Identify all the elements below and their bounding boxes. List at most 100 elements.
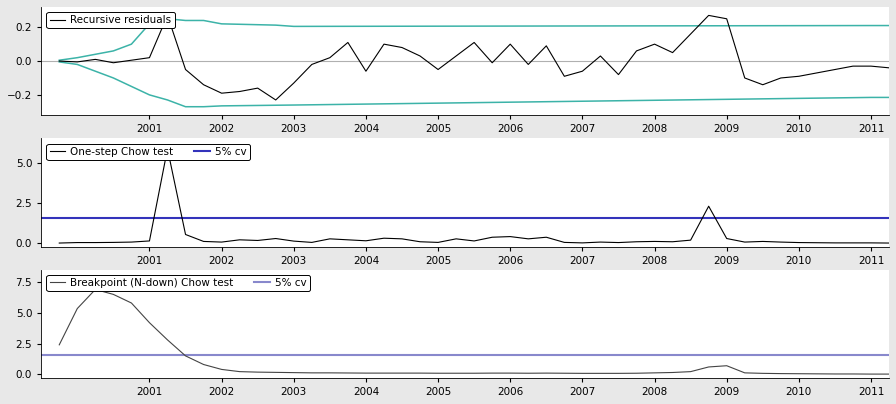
One-step Chow test (830, 240, 840, 245)
One-step Chow test (739, 240, 750, 244)
Recursive residuals (306, 62, 317, 67)
Breakpoint (N-down) Chow test (415, 371, 426, 376)
Recursive residuals (90, 57, 100, 62)
Breakpoint (N-down) Chow test (433, 371, 444, 376)
Breakpoint (N-down) Chow test (180, 354, 191, 358)
Breakpoint (N-down) Chow test (577, 371, 588, 376)
Breakpoint (N-down) Chow test (559, 371, 570, 376)
Recursive residuals (379, 42, 390, 46)
Recursive residuals (397, 45, 408, 50)
One-step Chow test (198, 239, 209, 244)
One-step Chow test (54, 241, 65, 246)
One-step Chow test (216, 240, 227, 244)
One-step Chow test (794, 240, 805, 245)
One-step Chow test (866, 240, 876, 245)
Recursive residuals (812, 70, 823, 75)
Recursive residuals (360, 69, 371, 74)
One-step Chow test (541, 235, 552, 240)
Recursive residuals (703, 13, 714, 18)
Recursive residuals (451, 54, 461, 59)
Breakpoint (N-down) Chow test (504, 371, 515, 376)
Breakpoint (N-down) Chow test (451, 371, 461, 376)
Line: Breakpoint (N-down) Chow test: Breakpoint (N-down) Chow test (59, 290, 889, 374)
One-step Chow test (721, 236, 732, 241)
Recursive residuals (739, 76, 750, 80)
One-step Chow test (180, 232, 191, 237)
Recursive residuals (433, 67, 444, 72)
Breakpoint (N-down) Chow test (721, 363, 732, 368)
One-step Chow test (504, 234, 515, 239)
One-step Chow test (126, 240, 137, 244)
Recursive residuals (180, 67, 191, 72)
One-step Chow test (306, 240, 317, 245)
One-step Chow test (487, 235, 497, 240)
Breakpoint (N-down) Chow test (126, 301, 137, 305)
Breakpoint (N-down) Chow test (162, 337, 173, 342)
Recursive residuals (721, 16, 732, 21)
Recursive residuals (631, 48, 642, 53)
Breakpoint (N-down) Chow test (613, 371, 624, 376)
Recursive residuals (415, 54, 426, 59)
Recursive residuals (848, 64, 858, 69)
Breakpoint (N-down) Chow test (54, 343, 65, 347)
Breakpoint (N-down) Chow test (739, 370, 750, 375)
One-step Chow test (757, 239, 768, 244)
Breakpoint (N-down) Chow test (830, 372, 840, 377)
Breakpoint (N-down) Chow test (253, 370, 263, 375)
Breakpoint (N-down) Chow test (379, 371, 390, 376)
One-step Chow test (342, 238, 353, 242)
Recursive residuals (559, 74, 570, 79)
Recursive residuals (866, 64, 876, 69)
Line: One-step Chow test: One-step Chow test (59, 149, 889, 243)
One-step Chow test (433, 240, 444, 245)
Recursive residuals (126, 58, 137, 63)
Breakpoint (N-down) Chow test (685, 369, 696, 374)
One-step Chow test (650, 239, 660, 244)
Breakpoint (N-down) Chow test (90, 287, 100, 292)
Breakpoint (N-down) Chow test (397, 371, 408, 376)
Breakpoint (N-down) Chow test (703, 364, 714, 369)
Recursive residuals (469, 40, 479, 45)
One-step Chow test (72, 240, 82, 245)
One-step Chow test (162, 146, 173, 151)
Breakpoint (N-down) Chow test (324, 370, 335, 375)
Breakpoint (N-down) Chow test (360, 371, 371, 376)
Breakpoint (N-down) Chow test (866, 372, 876, 377)
One-step Chow test (253, 238, 263, 243)
One-step Chow test (559, 240, 570, 245)
Legend: Breakpoint (N-down) Chow test, 5% cv: Breakpoint (N-down) Chow test, 5% cv (47, 275, 310, 291)
Breakpoint (N-down) Chow test (234, 369, 245, 374)
Recursive residuals (271, 97, 281, 102)
Recursive residuals (234, 89, 245, 94)
Breakpoint (N-down) Chow test (650, 370, 660, 375)
One-step Chow test (703, 204, 714, 208)
Breakpoint (N-down) Chow test (216, 367, 227, 372)
Recursive residuals (668, 50, 678, 55)
Breakpoint (N-down) Chow test (541, 371, 552, 376)
Breakpoint (N-down) Chow test (306, 370, 317, 375)
Breakpoint (N-down) Chow test (469, 371, 479, 376)
Recursive residuals (253, 86, 263, 90)
Recursive residuals (342, 40, 353, 45)
One-step Chow test (415, 239, 426, 244)
Recursive residuals (162, 13, 173, 18)
Recursive residuals (523, 62, 534, 67)
Breakpoint (N-down) Chow test (794, 371, 805, 376)
One-step Chow test (577, 240, 588, 245)
Recursive residuals (650, 42, 660, 46)
One-step Chow test (595, 240, 606, 244)
Breakpoint (N-down) Chow test (523, 371, 534, 376)
Recursive residuals (54, 59, 65, 63)
Breakpoint (N-down) Chow test (668, 370, 678, 375)
Breakpoint (N-down) Chow test (812, 371, 823, 376)
Breakpoint (N-down) Chow test (775, 371, 786, 376)
One-step Chow test (469, 238, 479, 243)
One-step Chow test (685, 238, 696, 242)
One-step Chow test (668, 239, 678, 244)
Breakpoint (N-down) Chow test (271, 370, 281, 375)
One-step Chow test (451, 236, 461, 241)
Legend: Recursive residuals: Recursive residuals (47, 12, 175, 28)
Breakpoint (N-down) Chow test (848, 372, 858, 377)
One-step Chow test (234, 238, 245, 242)
Recursive residuals (775, 76, 786, 80)
